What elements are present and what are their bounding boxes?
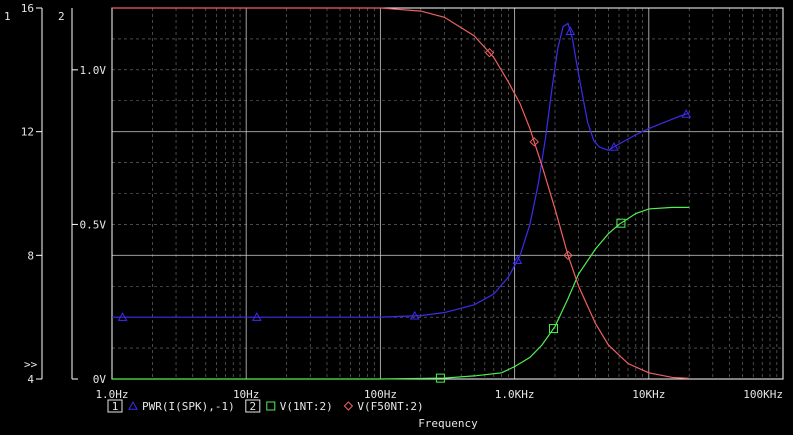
- series-marker-2: [549, 324, 559, 334]
- x-tick-label: 10KHz: [632, 388, 665, 401]
- series-markers: [117, 26, 692, 383]
- x-tick-label: 10Hz: [233, 388, 260, 401]
- axis-1-tick-label: 12: [21, 126, 34, 139]
- series-line-2: [112, 206, 690, 380]
- axis-1-tick-label: 16: [21, 2, 34, 15]
- legend-series-name: V(F50NT:2): [357, 400, 423, 413]
- axis-1-tick-label: 8: [27, 249, 34, 262]
- legend-axis-label: 1: [112, 400, 119, 413]
- axis-2-tick-label: 0V: [93, 373, 107, 386]
- tick-labels: 4 8 12 16 1 >> 0V 0.5V 1.0V 2 1.0Hz 10Hz 100Hz 1.0KHz…: [4, 2, 783, 401]
- axis-2-id: 2: [58, 10, 65, 23]
- grid: [112, 8, 783, 379]
- x-tick-label: 1.0Hz: [95, 388, 128, 401]
- series-marker-2: [435, 373, 445, 383]
- legend-series-name: PWR(I(SPK),-1): [142, 400, 235, 413]
- x-tick-label: 1.0KHz: [495, 388, 535, 401]
- x-tick-label: 100KHz: [743, 388, 783, 401]
- plot-frame: [111, 7, 784, 380]
- series-marker-1: [251, 312, 262, 321]
- series-marker-1: [609, 141, 619, 151]
- series-marker-1: [681, 109, 692, 118]
- axis-1-scroll-marker: >>: [24, 358, 38, 371]
- series-line-1: [112, 22, 690, 318]
- series-marker-1: [409, 310, 420, 320]
- series-marker-3: [484, 47, 495, 58]
- legend-marker: [128, 400, 138, 410]
- series-marker-3: [529, 137, 539, 147]
- series-marker-1: [117, 312, 128, 321]
- series-marker-2: [616, 218, 626, 228]
- legend: 1 PWR(I(SPK),-1) 2 V(1NT:2) V(F50NT:2): [107, 399, 424, 413]
- x-tick-label: 100Hz: [364, 388, 397, 401]
- axes: [36, 7, 784, 380]
- axis-2-tick-label: 0.5V: [80, 218, 107, 231]
- series-marker-1: [512, 255, 523, 265]
- series-marker-1: [565, 26, 576, 36]
- series-marker-3: [563, 250, 573, 261]
- legend-series-name: V(1NT:2): [280, 400, 333, 413]
- series-line-3: [112, 7, 690, 379]
- legend-marker: [266, 401, 276, 411]
- legend-marker: [343, 401, 354, 411]
- legend-axis-box: [107, 399, 123, 413]
- legend-axis-box: [245, 399, 261, 413]
- axis-1-tick-label: 4: [27, 373, 34, 386]
- x-axis-label: Frequency: [418, 417, 478, 430]
- axis-1-id: 1: [4, 10, 11, 23]
- legend-axis-label: 2: [249, 400, 256, 413]
- axis-2-tick-label: 1.0V: [80, 64, 107, 77]
